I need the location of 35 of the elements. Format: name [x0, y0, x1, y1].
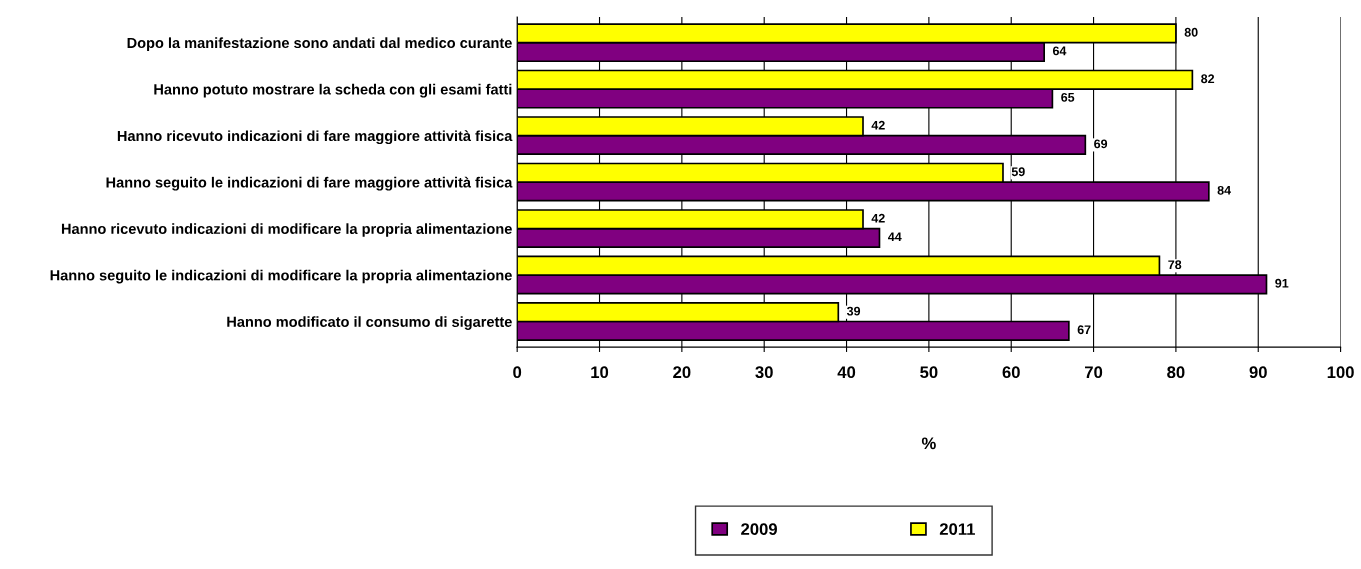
data-label: 65 — [1061, 92, 1075, 102]
data-label: 82 — [1201, 74, 1215, 84]
data-label: 67 — [1077, 325, 1091, 335]
y-tick-label: Hanno seguito le indicazioni di modificare la propria alimentazione — [50, 269, 512, 284]
x-tick-label: 70 — [1085, 366, 1103, 379]
x-tick-label: 100 — [1327, 366, 1354, 379]
x-tick-label: 0 — [513, 366, 522, 379]
data-label: 42 — [871, 213, 885, 223]
x-tick-label: 90 — [1249, 366, 1267, 379]
data-label: 42 — [871, 120, 885, 130]
data-label: 84 — [1217, 185, 1232, 195]
x-tick-label: 80 — [1167, 366, 1185, 379]
x-tick-label: 20 — [673, 366, 691, 379]
y-tick-label: Hanno seguito le indicazioni di fare maggiore attività fisica — [106, 176, 513, 191]
x-tick-label: 10 — [591, 366, 609, 379]
y-tick-label: Hanno potuto mostrare la scheda con gli esami fatti — [154, 83, 512, 98]
x-axis-title: % — [921, 437, 936, 450]
x-tick-label: 40 — [837, 366, 856, 379]
legend-label: 2011 — [939, 523, 975, 536]
legend-label: 2009 — [741, 523, 777, 536]
data-label: 59 — [1011, 167, 1025, 177]
y-tick-label: Hanno ricevuto indicazioni di modificare la propria alimentazione — [61, 223, 512, 237]
y-tick-label: Hanno modificato il consumo di sigarette — [227, 316, 512, 330]
data-label: 44 — [888, 232, 902, 242]
x-tick-label: 30 — [755, 366, 773, 379]
data-label: 39 — [846, 306, 861, 316]
data-label: 91 — [1275, 278, 1289, 288]
data-label: 78 — [1168, 260, 1182, 270]
data-label: 69 — [1094, 139, 1108, 149]
data-label: 80 — [1184, 27, 1198, 37]
data-label: 64 — [1052, 46, 1067, 56]
x-tick-label: 50 — [920, 366, 938, 379]
y-tick-label: Dopo la manifestazione sono andati dal medico curante — [127, 37, 512, 51]
x-tick-label: 60 — [1002, 366, 1020, 379]
y-tick-label: Hanno ricevuto indicazioni di fare maggiore attività fisica — [117, 130, 513, 145]
